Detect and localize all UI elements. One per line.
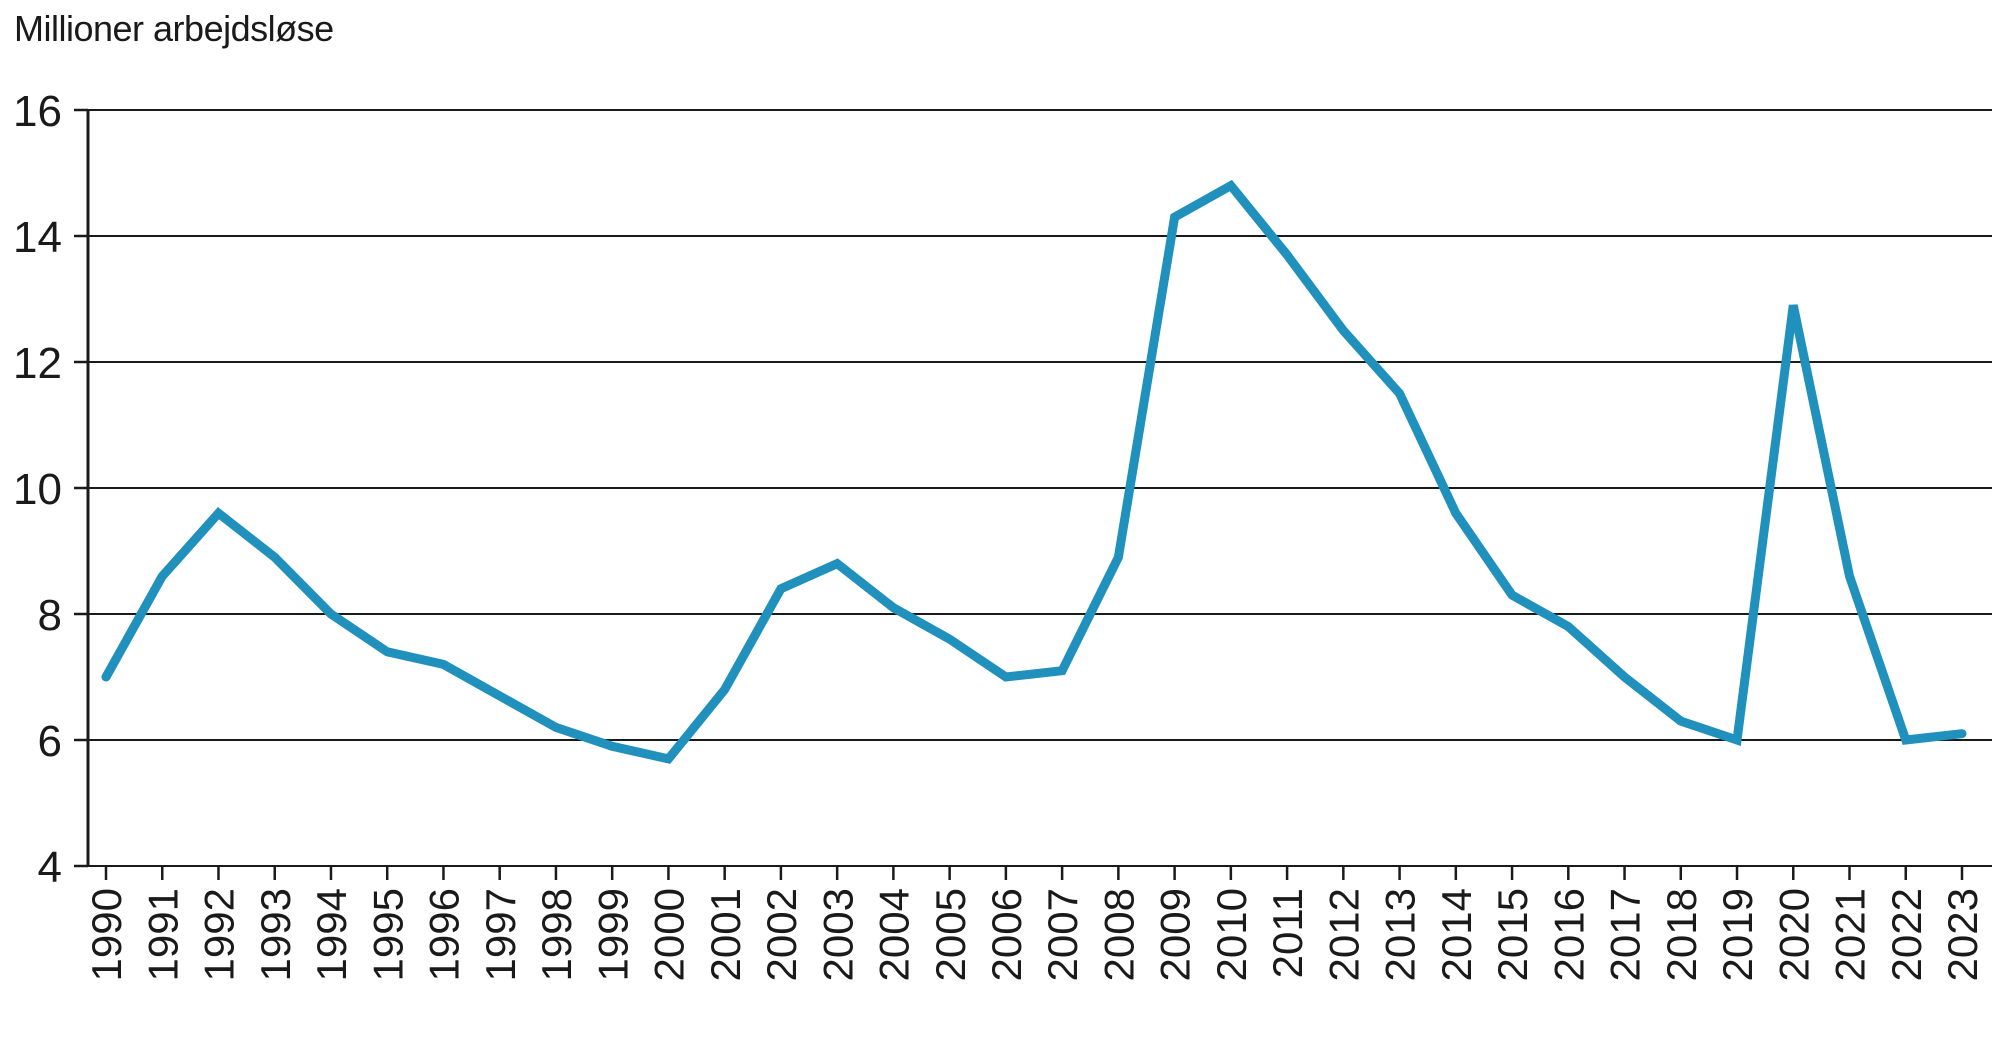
- y-tick-label: 12: [13, 339, 62, 388]
- x-tick-label: 2018: [1658, 888, 1705, 981]
- x-tick-label-group: 1997: [477, 888, 524, 981]
- x-tick-label-group: 2004: [871, 888, 918, 981]
- x-tick-label-group: 1995: [364, 888, 411, 981]
- x-tick-label: 1998: [533, 888, 580, 981]
- x-tick-label-group: 2023: [1939, 888, 1986, 981]
- y-tick-label: 10: [13, 465, 62, 514]
- x-tick-label-group: 2011: [1264, 888, 1311, 978]
- chart-title: Millioner arbejdsløse: [14, 8, 334, 49]
- x-tick-label-group: 1993: [252, 888, 299, 981]
- x-tick-label-group: 2001: [702, 888, 749, 981]
- x-tick-label: 2017: [1602, 888, 1649, 981]
- x-tick-label: 1990: [83, 888, 130, 981]
- x-tick-label: 2005: [927, 888, 974, 981]
- x-tick-label: 2009: [1152, 888, 1199, 981]
- x-tick-label: 2000: [646, 888, 693, 981]
- x-tick-label: 1994: [308, 888, 355, 981]
- x-tick-label-group: 2000: [646, 888, 693, 981]
- x-tick-label: 2021: [1827, 888, 1874, 981]
- x-tick-label-group: 1990: [83, 888, 130, 981]
- y-tick-label: 8: [38, 591, 62, 640]
- x-tick-label: 2016: [1545, 888, 1592, 981]
- x-tick-label: 1995: [364, 888, 411, 981]
- x-tick-label: 2003: [814, 888, 861, 981]
- x-tick-label-group: 2006: [983, 888, 1030, 981]
- x-tick-label-group: 2018: [1658, 888, 1705, 981]
- data-line-unemployment: [101, 179, 1967, 764]
- x-tick-label: 2015: [1489, 888, 1536, 981]
- x-tick-label: 2010: [1208, 888, 1255, 981]
- x-tick-label-group: 1991: [139, 888, 186, 981]
- x-tick-label: 2019: [1714, 888, 1761, 981]
- x-tick-label-group: 2019: [1714, 888, 1761, 981]
- x-tick-label: 2001: [702, 888, 749, 981]
- x-tick-label: 2002: [758, 888, 805, 981]
- x-tick-label: 2011: [1264, 888, 1311, 978]
- x-tick-label-group: 2021: [1827, 888, 1874, 981]
- x-tick-label-group: 1996: [421, 888, 468, 981]
- x-tick-label-group: 2017: [1602, 888, 1649, 981]
- x-tick-label-group: 2022: [1883, 888, 1930, 981]
- x-tick-label-group: 2016: [1545, 888, 1592, 981]
- x-tick-label-group: 2012: [1320, 888, 1367, 981]
- x-tick-label: 1996: [421, 888, 468, 981]
- y-tick-label: 4: [38, 843, 62, 892]
- y-tick-label: 16: [13, 87, 62, 136]
- x-tick-label-group: 2008: [1095, 888, 1142, 981]
- x-tick-label-group: 2013: [1377, 888, 1424, 981]
- x-tick-label: 2014: [1433, 888, 1480, 981]
- x-tick-label-group: 2014: [1433, 888, 1480, 981]
- y-tick-label: 14: [13, 213, 62, 262]
- x-tick-label-group: 2002: [758, 888, 805, 981]
- x-tick-label-group: 1999: [589, 888, 636, 981]
- x-tick-label-group: 2010: [1208, 888, 1255, 981]
- x-tick-label: 2023: [1939, 888, 1986, 981]
- x-tick-label: 2012: [1320, 888, 1367, 981]
- x-tick-label-group: 2005: [927, 888, 974, 981]
- x-tick-label-group: 1998: [533, 888, 580, 981]
- y-tick-label: 6: [38, 717, 62, 766]
- x-tick-label: 1991: [139, 888, 186, 981]
- x-tick-label: 1999: [589, 888, 636, 981]
- x-tick-label: 2004: [871, 888, 918, 981]
- x-tick-label-group: 1994: [308, 888, 355, 981]
- x-tick-label: 2008: [1095, 888, 1142, 981]
- x-tick-label: 2013: [1377, 888, 1424, 981]
- x-tick-label-group: 2007: [1039, 888, 1086, 981]
- x-tick-label: 2020: [1770, 888, 1817, 981]
- x-tick-label-group: 2020: [1770, 888, 1817, 981]
- x-tick-label: 1993: [252, 888, 299, 981]
- x-tick-label: 2006: [983, 888, 1030, 981]
- x-tick-label-group: 1992: [196, 888, 243, 981]
- x-tick-label-group: 2003: [814, 888, 861, 981]
- x-tick-label: 2007: [1039, 888, 1086, 981]
- x-tick-label-group: 2015: [1489, 888, 1536, 981]
- x-tick-label-group: 2009: [1152, 888, 1199, 981]
- x-tick-label: 1992: [196, 888, 243, 981]
- x-tick-label: 1997: [477, 888, 524, 981]
- x-tick-label: 2022: [1883, 888, 1930, 981]
